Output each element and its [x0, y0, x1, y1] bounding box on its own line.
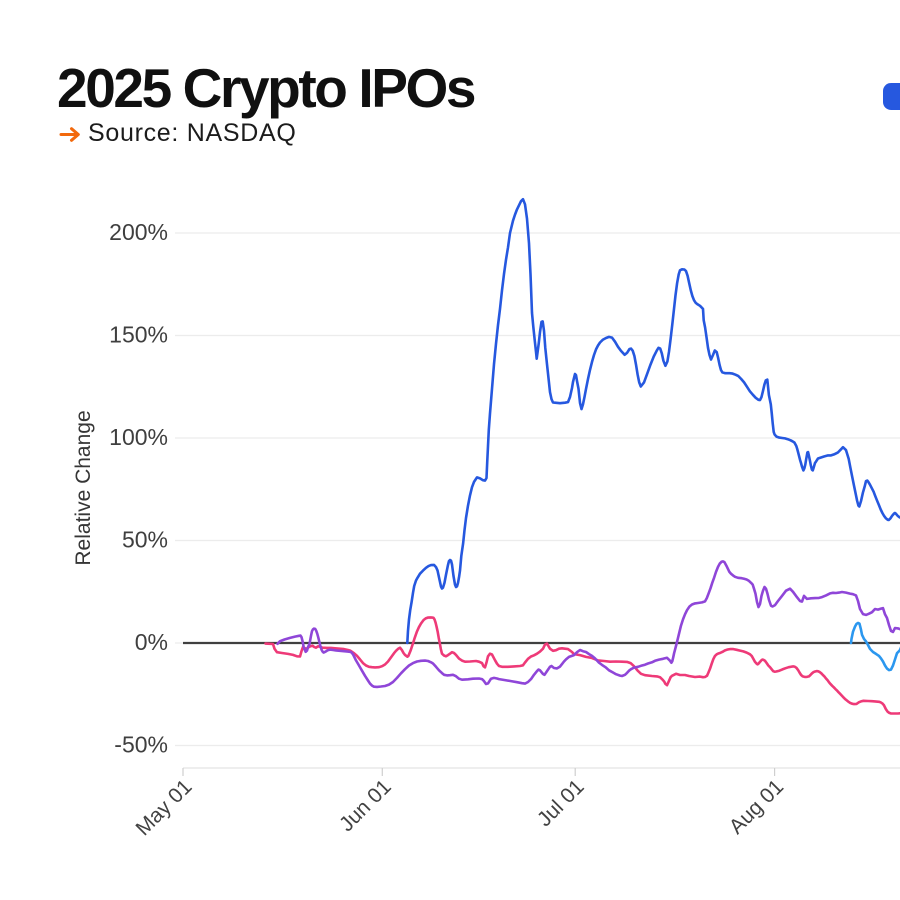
- svg-text:200%: 200%: [109, 219, 168, 245]
- svg-text:Jul 01: Jul 01: [533, 775, 589, 831]
- svg-text:Aug 01: Aug 01: [725, 775, 788, 838]
- svg-text:-50%: -50%: [114, 732, 168, 758]
- svg-text:150%: 150%: [109, 322, 168, 348]
- svg-text:100%: 100%: [109, 424, 168, 450]
- svg-text:50%: 50%: [122, 527, 168, 553]
- svg-text:Relative Change: Relative Change: [72, 410, 95, 565]
- svg-text:Jun 01: Jun 01: [335, 775, 396, 836]
- svg-text:May 01: May 01: [132, 775, 197, 840]
- svg-text:0%: 0%: [135, 629, 168, 655]
